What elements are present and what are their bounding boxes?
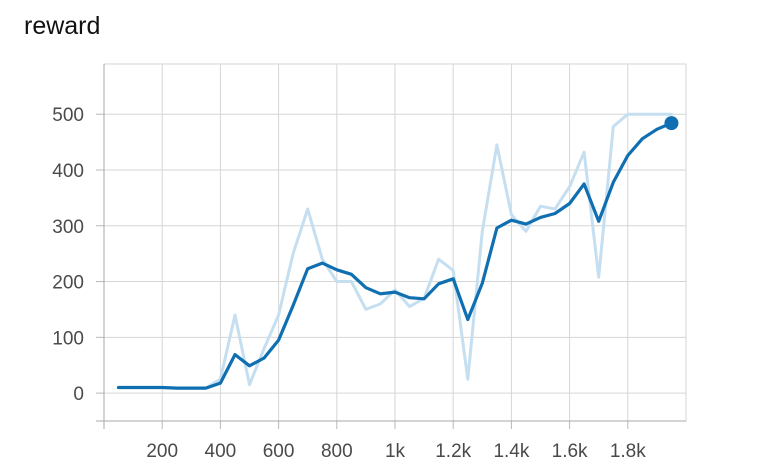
grid-layer xyxy=(103,63,687,422)
y-tick-label: 0 xyxy=(73,384,84,405)
last-point-marker[interactable] xyxy=(664,116,679,131)
tick-label-layer: 0 100 200 300 400 500 200 400 600 800 1k 1.2k 1.4k 1.… xyxy=(52,105,646,462)
y-tick-label: 500 xyxy=(52,105,84,126)
smoothed-series-line xyxy=(116,121,674,390)
y-tick-label: 400 xyxy=(52,161,84,182)
y-tick-label: 300 xyxy=(52,217,84,238)
series-layer xyxy=(116,112,679,390)
x-tick-label: 1.6k xyxy=(552,441,588,462)
chart-title: reward xyxy=(24,12,101,40)
x-tick-label: 600 xyxy=(263,441,295,462)
x-tick-label: 800 xyxy=(321,441,353,462)
axis-layer xyxy=(96,64,686,429)
x-tick-label: 200 xyxy=(146,441,178,462)
x-tick-label: 400 xyxy=(205,441,237,462)
y-tick-label: 100 xyxy=(52,328,84,349)
x-tick-label: 1.8k xyxy=(610,441,646,462)
y-tick-label: 200 xyxy=(52,273,84,294)
x-tick-label: 1k xyxy=(385,441,406,462)
x-tick-label: 1.4k xyxy=(493,441,529,462)
x-tick-label: 1.2k xyxy=(435,441,471,462)
